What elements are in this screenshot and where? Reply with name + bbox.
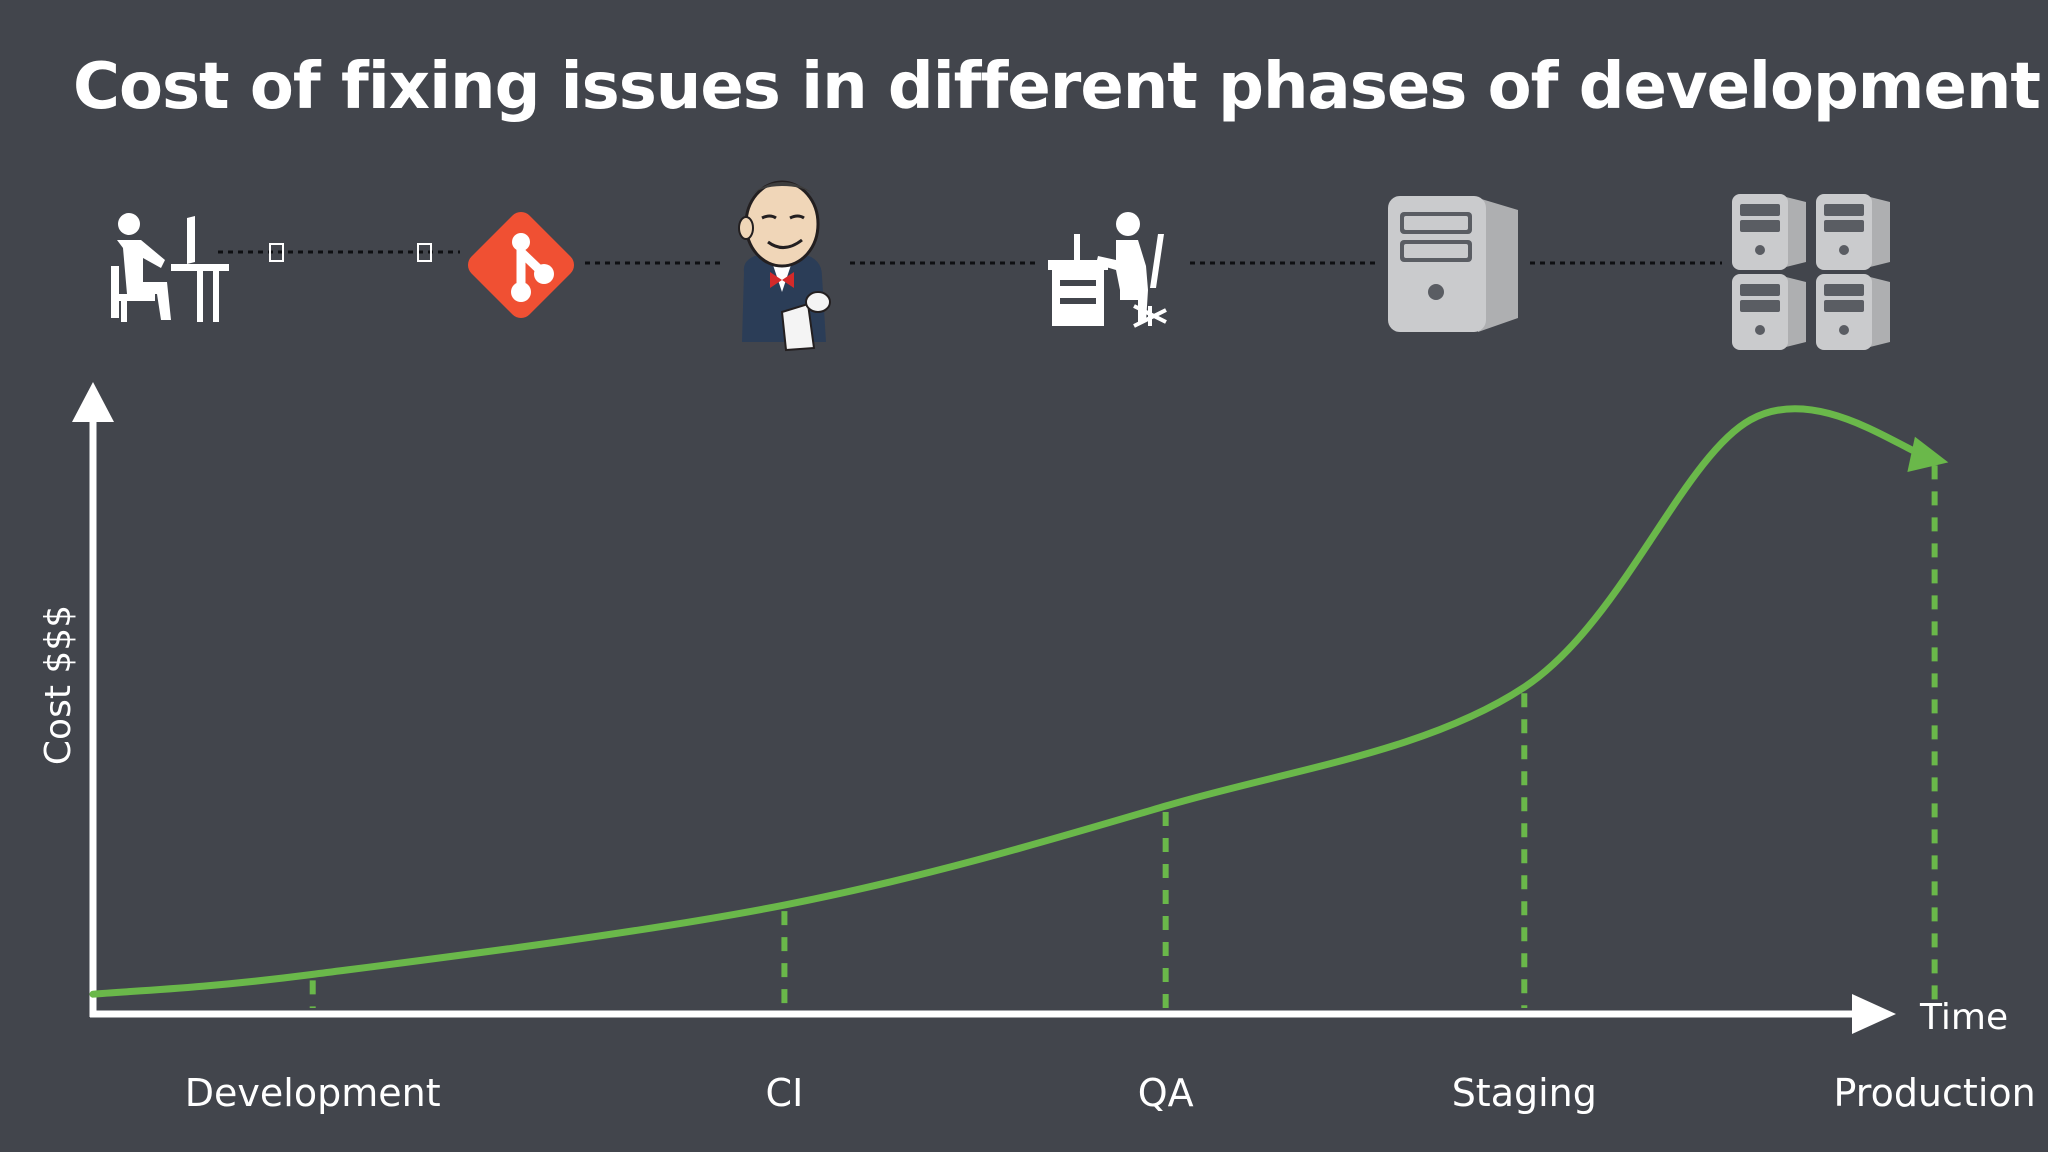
y-axis-label: Cost $$$ — [38, 605, 79, 765]
server-tower-icon — [1388, 196, 1518, 332]
cost-curve-arrow — [1907, 436, 1949, 472]
developer-at-desk-icon — [111, 213, 229, 322]
git-logo-icon — [467, 211, 575, 319]
x-axis-label: Time — [1919, 997, 2008, 1038]
slide-title: Cost of fixing issues in different phase… — [73, 50, 2041, 124]
x-tick-label-staging: Staging — [1452, 1071, 1597, 1115]
cost-curve-line — [89, 405, 1939, 998]
x-tick-label-ci: CI — [766, 1071, 804, 1115]
x-tick-label-qa: QA — [1138, 1071, 1194, 1115]
x-axis-arrow — [1852, 994, 1896, 1034]
jenkins-butler-icon — [738, 180, 831, 352]
x-tick-label-production: Production — [1834, 1071, 2036, 1115]
x-tick-label-development: Development — [185, 1071, 441, 1115]
server-cluster-icon — [1732, 194, 1890, 350]
qa-tester-at-desk-icon — [1048, 212, 1167, 328]
y-axis-arrow — [72, 382, 114, 422]
